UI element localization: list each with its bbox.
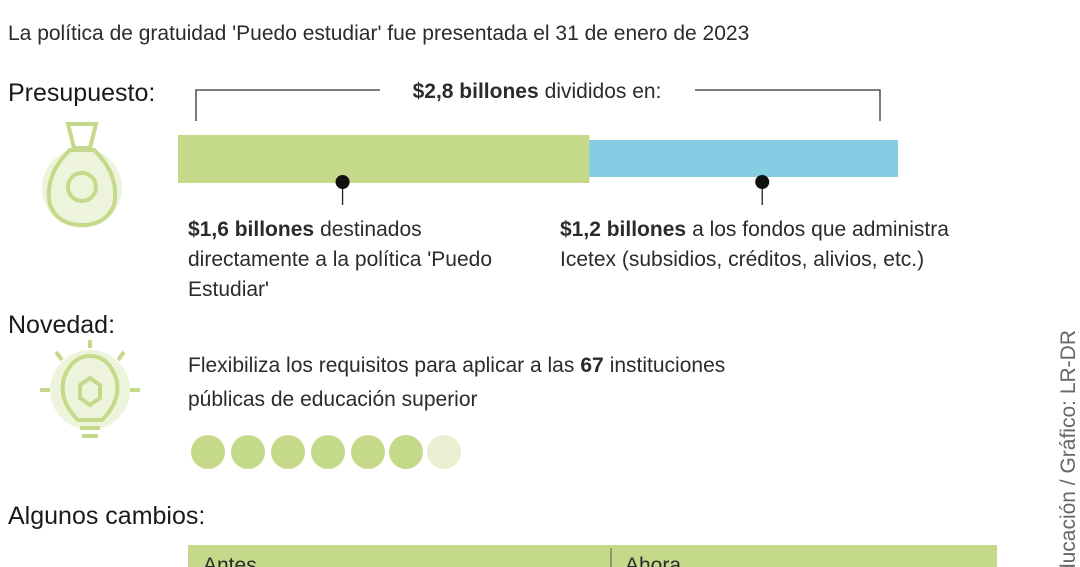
novelty-number: 67 xyxy=(580,354,603,377)
bracket xyxy=(195,89,881,121)
column-header: Ahora xyxy=(625,554,681,567)
segment-line: directamente a la política 'Puedo xyxy=(188,248,492,271)
money-bag-icon xyxy=(42,122,122,228)
segment-line: Estudiar' xyxy=(188,278,269,301)
total-text: divididos en: xyxy=(545,80,662,103)
credit: ducación / Gráfico: LR-DR xyxy=(1057,330,1080,567)
segment-line: destinados xyxy=(320,218,422,241)
novelty-heading: Novedad: xyxy=(8,311,115,339)
segment-text: $1,2 billones a los fondos que administra xyxy=(560,218,949,241)
segment-text: $1,6 billones destinados xyxy=(188,218,422,241)
budget-bar xyxy=(589,140,898,177)
segment-label: $1,6 billones xyxy=(188,218,314,241)
novelty-before: Flexibiliza los requisitos para aplicar … xyxy=(188,354,574,377)
leader-dot xyxy=(335,175,350,189)
total-value: $2,8 billones xyxy=(413,80,539,103)
novelty-text: públicas de educación superior xyxy=(188,388,478,411)
bulb-icon xyxy=(40,340,140,438)
segment-line: Icetex (subsidios, créditos, alivios, et… xyxy=(560,248,924,271)
novelty-after: instituciones xyxy=(610,354,726,377)
dots xyxy=(191,435,461,469)
subtitle: La política de gratuidad 'Puedo estudiar… xyxy=(8,22,749,45)
table-header xyxy=(188,545,997,567)
changes-heading: Algunos cambios: xyxy=(8,502,205,530)
novelty-text: Flexibiliza los requisitos para aplicar … xyxy=(188,354,725,377)
budget-heading: Presupuesto: xyxy=(8,79,155,107)
segment-label: $1,2 billones xyxy=(560,218,686,241)
segment-line: a los fondos que administra xyxy=(692,218,949,241)
budget-bar xyxy=(178,135,590,183)
column-header: Antes xyxy=(203,554,257,567)
leader-dot xyxy=(755,175,770,189)
total-label: $2,8 billones divididos en: xyxy=(413,80,662,103)
